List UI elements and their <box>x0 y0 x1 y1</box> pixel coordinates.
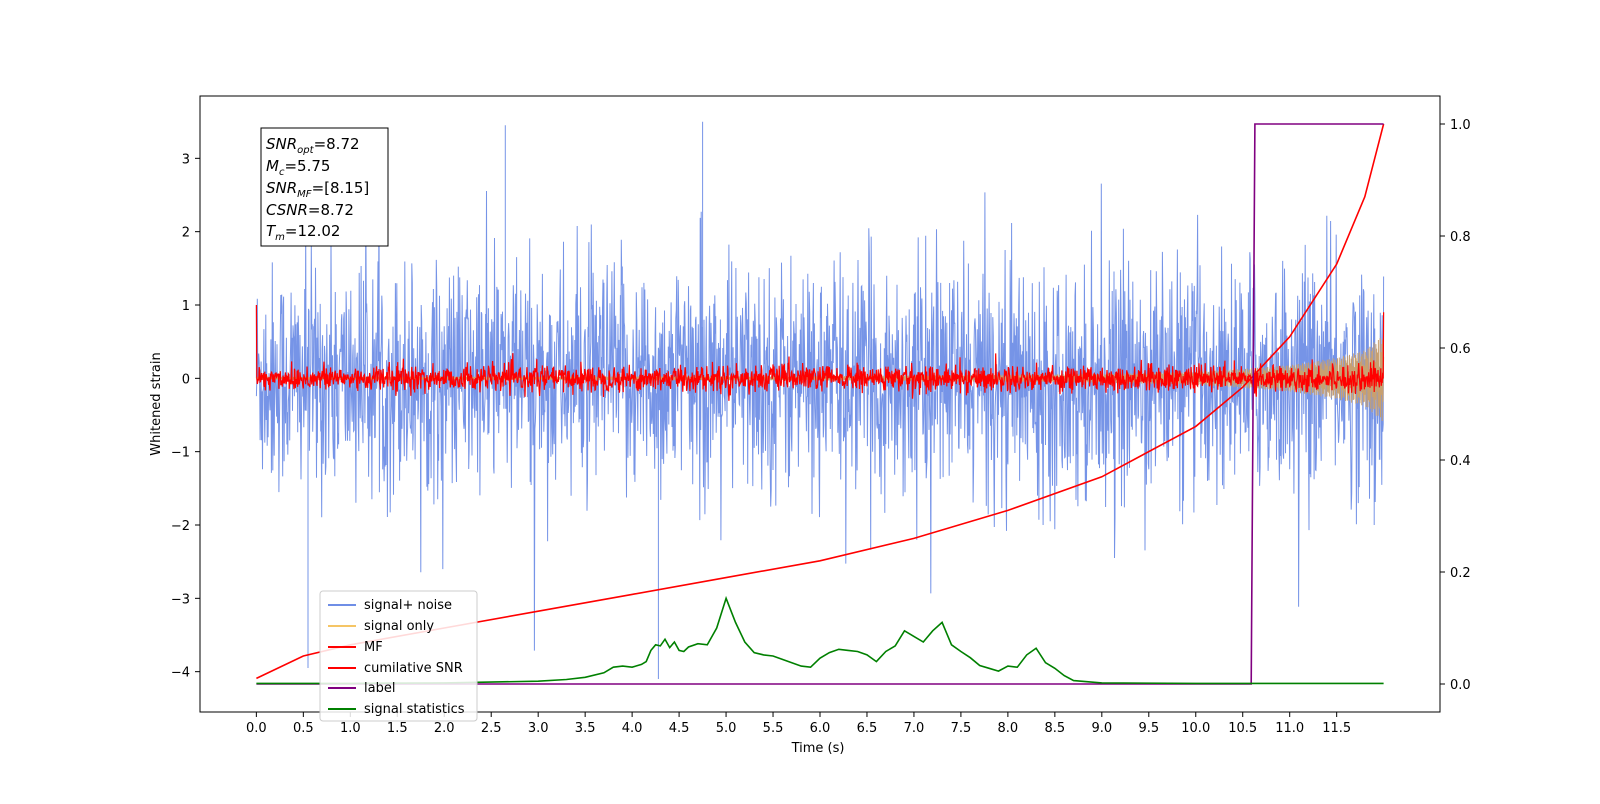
x-tick-label: 2.0 <box>434 721 455 736</box>
legend-entry-label: label <box>328 681 395 696</box>
y-tick-label: −1 <box>171 446 190 461</box>
x-tick-label: 8.0 <box>998 721 1019 736</box>
legend-entry-cumulative-snr: cumilative SNR <box>328 661 463 676</box>
x-tick-label: 3.5 <box>575 721 596 736</box>
y-tick-label: 1 <box>182 299 190 314</box>
legend-entry-signal-noise: signal+ noise <box>328 598 452 613</box>
x-tick-label: 0.0 <box>246 721 267 736</box>
signal-statistics-series <box>256 595 1384 685</box>
x-tick-label: 0.5 <box>293 721 314 736</box>
y-axis-right: 0.0 0.2 0.4 0.6 0.8 1.0 <box>1440 118 1471 693</box>
x-tick-label: 10.5 <box>1228 721 1257 736</box>
svg-text:label: label <box>364 681 395 696</box>
legend-entry-mf: MF <box>328 640 383 655</box>
label-series <box>256 123 1384 685</box>
x-axis: 0.0 0.5 1.0 1.5 2.0 2.5 3.0 3.5 4.0 4.5 5.0 5.5 6.0 6… <box>246 712 1351 736</box>
y-axis-left: −4 −3 −2 −1 0 1 2 3 <box>171 152 200 681</box>
x-tick-label: 4.5 <box>669 721 690 736</box>
y-tick-label: 0 <box>182 372 190 387</box>
x-tick-label: 4.0 <box>622 721 643 736</box>
x-tick-label: 8.5 <box>1045 721 1066 736</box>
x-tick-label: 7.0 <box>904 721 925 736</box>
stat-snr-opt: SNRopt=8.72 <box>266 135 360 156</box>
stat-tm: Tm=12.02 <box>266 222 340 243</box>
x-tick-label: 11.0 <box>1275 721 1304 736</box>
stat-snr-mf: SNRMF=[8.15] <box>266 179 369 200</box>
y-tick-label: 2 <box>182 226 190 241</box>
x-tick-label: 9.0 <box>1091 721 1112 736</box>
y-right-tick-label: 0.0 <box>1450 678 1471 693</box>
y-right-tick-label: 0.8 <box>1450 230 1471 245</box>
plot-area <box>255 121 1385 685</box>
x-tick-label: 6.0 <box>810 721 831 736</box>
y-right-tick-label: 0.6 <box>1450 342 1471 357</box>
legend-entry-signal-statistics: signal statistics <box>328 702 465 717</box>
stat-mc: Mc=5.75 <box>266 157 330 178</box>
y-tick-label: −3 <box>171 592 190 607</box>
legend-entry-signal-only: signal only <box>328 619 434 634</box>
x-tick-label: 5.5 <box>763 721 784 736</box>
svg-text:signal+ noise: signal+ noise <box>364 598 452 613</box>
x-tick-label: 7.5 <box>951 721 972 736</box>
y-right-tick-label: 0.2 <box>1450 566 1471 581</box>
x-tick-label: 2.5 <box>481 721 502 736</box>
svg-text:signal statistics: signal statistics <box>364 702 465 717</box>
svg-text:signal only: signal only <box>364 619 434 634</box>
x-tick-label: 1.5 <box>387 721 408 736</box>
x-tick-label: 10.0 <box>1181 721 1210 736</box>
mf-series <box>255 304 1385 401</box>
y-tick-label: −4 <box>171 666 190 681</box>
svg-text:MF: MF <box>364 640 383 655</box>
x-tick-label: 5.0 <box>716 721 737 736</box>
stat-csnr: CSNR=8.72 <box>266 201 354 219</box>
x-tick-label: 11.5 <box>1322 721 1351 736</box>
x-axis-label: Time (s) <box>791 741 845 756</box>
svg-text:cumilative SNR: cumilative SNR <box>364 661 463 676</box>
y-right-tick-label: 0.4 <box>1450 454 1471 469</box>
x-tick-label: 9.5 <box>1138 721 1159 736</box>
y-tick-label: −2 <box>171 519 190 534</box>
stats-box: SNRopt=8.72 Mc=5.75 SNRMF=[8.15] CSNR=8.… <box>260 127 389 247</box>
x-tick-label: 6.5 <box>857 721 878 736</box>
x-tick-label: 3.0 <box>528 721 549 736</box>
y-axis-label: Whitened strain <box>149 352 164 455</box>
y-right-tick-label: 1.0 <box>1450 118 1471 133</box>
legend: signal+ noise signal only MF cumilative … <box>319 590 478 722</box>
y-tick-label: 3 <box>182 152 190 167</box>
x-tick-label: 1.0 <box>340 721 361 736</box>
